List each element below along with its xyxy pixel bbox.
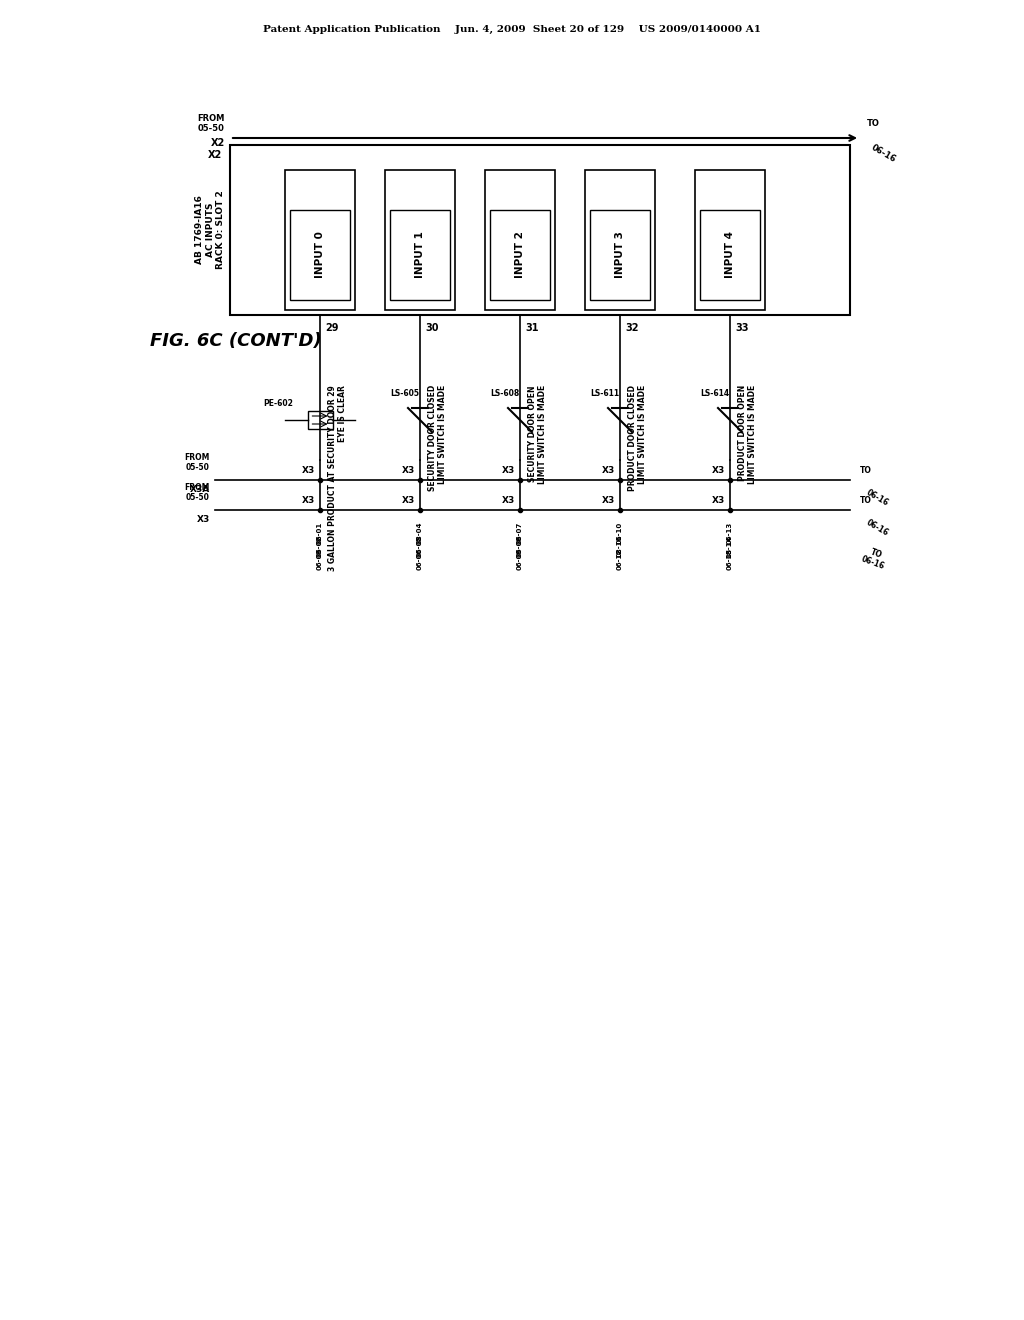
Text: 06-09: 06-09	[517, 548, 523, 570]
Text: TO: TO	[860, 466, 871, 475]
Text: FROM
05-50: FROM 05-50	[198, 114, 225, 133]
Text: PRODUCT DOOR CLOSED: PRODUCT DOOR CLOSED	[628, 385, 637, 491]
Text: LIMIT SWITCH IS MADE: LIMIT SWITCH IS MADE	[538, 385, 547, 484]
FancyBboxPatch shape	[695, 170, 765, 310]
Text: 32: 32	[625, 323, 639, 333]
Text: X3: X3	[502, 466, 515, 475]
Text: INPUT 4: INPUT 4	[725, 231, 735, 279]
Text: 08-11: 08-11	[617, 535, 623, 557]
Text: INPUT 2: INPUT 2	[515, 231, 525, 279]
Text: TO
06-16: TO 06-16	[860, 545, 889, 572]
Text: 06-02: 06-02	[317, 535, 323, 557]
Text: 06-16: 06-16	[865, 517, 891, 537]
Text: X3: X3	[602, 466, 615, 475]
FancyBboxPatch shape	[590, 210, 650, 300]
Text: SECURITY DOOR CLOSED: SECURITY DOOR CLOSED	[428, 385, 437, 491]
Text: INPUT 0: INPUT 0	[315, 231, 325, 279]
Text: X3: X3	[602, 496, 615, 506]
Text: 06-15: 06-15	[727, 548, 733, 570]
Text: X3: X3	[401, 496, 415, 506]
Text: PE-602: PE-602	[263, 399, 293, 408]
Text: 06-13: 06-13	[727, 521, 733, 544]
Text: LS-614: LS-614	[700, 389, 729, 399]
Text: LIMIT SWITCH IS MADE: LIMIT SWITCH IS MADE	[638, 385, 647, 484]
Text: 08-14: 08-14	[727, 535, 733, 557]
Text: INPUT 1: INPUT 1	[415, 231, 425, 279]
Text: X3: X3	[302, 496, 315, 506]
Text: INPUT 3: INPUT 3	[615, 231, 625, 279]
Text: 06-07: 06-07	[517, 521, 523, 544]
Text: Patent Application Publication    Jun. 4, 2009  Sheet 20 of 129    US 2009/01400: Patent Application Publication Jun. 4, 2…	[263, 25, 761, 34]
Text: PRODUCT DOOR OPEN: PRODUCT DOOR OPEN	[738, 385, 746, 482]
Text: X2: X2	[211, 139, 225, 148]
Text: 30: 30	[425, 323, 438, 333]
Text: 06-16: 06-16	[865, 488, 891, 508]
Text: EYE IS CLEAR: EYE IS CLEAR	[338, 385, 347, 442]
FancyBboxPatch shape	[490, 210, 550, 300]
Text: AB 1769-IA16
AC INPUTS
RACK 0: SLOT 2: AB 1769-IA16 AC INPUTS RACK 0: SLOT 2	[196, 190, 225, 269]
Text: 3 GALLON PRODUCT AT SECURITY DOOR 29: 3 GALLON PRODUCT AT SECURITY DOOR 29	[328, 385, 337, 570]
Text: LS-608: LS-608	[490, 389, 519, 399]
Text: 06-03: 06-03	[317, 548, 323, 570]
Text: X3: X3	[712, 496, 725, 506]
Text: TO: TO	[867, 119, 880, 128]
Text: 33: 33	[735, 323, 749, 333]
Text: TO: TO	[860, 496, 871, 506]
Text: 29: 29	[325, 323, 339, 333]
FancyBboxPatch shape	[385, 170, 455, 310]
Text: FROM
05-50: FROM 05-50	[184, 483, 210, 502]
Text: X3: X3	[502, 496, 515, 506]
Text: FROM
05-50: FROM 05-50	[184, 453, 210, 473]
Text: 06-05: 06-05	[417, 535, 423, 557]
FancyBboxPatch shape	[230, 145, 850, 315]
Text: LS-605: LS-605	[390, 389, 420, 399]
Text: LIMIT SWITCH IS MADE: LIMIT SWITCH IS MADE	[438, 385, 447, 484]
FancyBboxPatch shape	[485, 170, 555, 310]
Text: LIMIT SWITCH IS MADE: LIMIT SWITCH IS MADE	[748, 385, 757, 484]
FancyBboxPatch shape	[290, 210, 350, 300]
Text: 08-04: 08-04	[417, 521, 423, 544]
Text: 06-01: 06-01	[317, 521, 323, 544]
FancyBboxPatch shape	[585, 170, 655, 310]
Text: LS-611: LS-611	[591, 389, 620, 399]
Text: X3A: X3A	[189, 484, 210, 494]
Text: X3: X3	[401, 466, 415, 475]
FancyBboxPatch shape	[307, 411, 333, 429]
FancyBboxPatch shape	[390, 210, 450, 300]
Text: 06-06: 06-06	[417, 548, 423, 570]
Text: FIG. 6C (CONT'D): FIG. 6C (CONT'D)	[150, 333, 322, 350]
Text: X3: X3	[712, 466, 725, 475]
Text: X2: X2	[208, 150, 222, 160]
Text: 06-16: 06-16	[870, 143, 898, 164]
Text: 06-08: 06-08	[517, 535, 523, 557]
Text: X3: X3	[302, 466, 315, 475]
Text: X3: X3	[197, 515, 210, 524]
Text: 06-12: 06-12	[617, 548, 623, 570]
FancyBboxPatch shape	[700, 210, 760, 300]
Text: SECURITY DOOR OPEN: SECURITY DOOR OPEN	[528, 385, 537, 482]
Text: 06-10: 06-10	[617, 521, 623, 544]
FancyBboxPatch shape	[285, 170, 355, 310]
Text: 31: 31	[525, 323, 539, 333]
